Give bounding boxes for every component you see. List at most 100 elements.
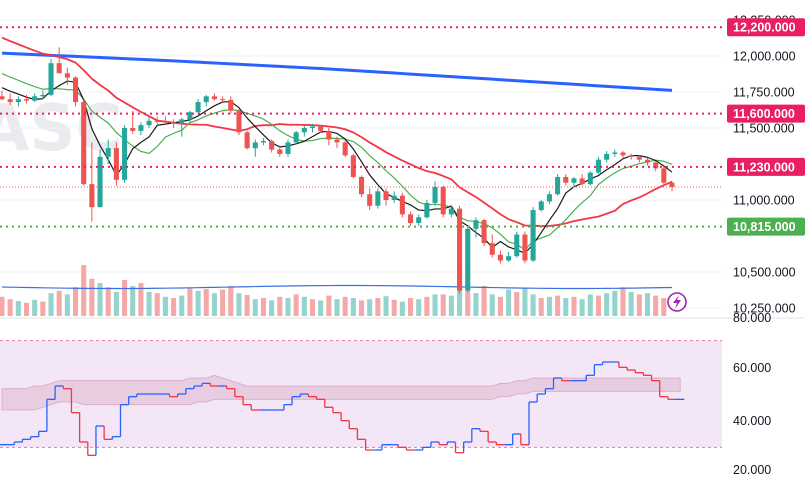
candle-body [15, 99, 21, 103]
candle-body [457, 208, 463, 291]
candle-body [7, 99, 13, 103]
candle-body [293, 132, 299, 143]
volume-bar [367, 299, 373, 316]
candle-body [522, 234, 528, 261]
candle-body [342, 142, 348, 156]
candle-body [424, 202, 430, 218]
price-level-badge [727, 157, 805, 176]
volume-bar [555, 295, 561, 316]
volume-bar [473, 293, 479, 316]
candle-body [391, 195, 397, 200]
volume-bar [465, 290, 471, 316]
candle-body [555, 176, 561, 195]
volume-bar [644, 293, 651, 316]
volume-bar [187, 288, 193, 316]
volume-bar [73, 287, 79, 316]
volume-bar [489, 294, 495, 316]
volume-bar [301, 296, 307, 316]
candle-body [669, 182, 675, 188]
volume-bar [203, 289, 209, 316]
volume-bar [269, 300, 275, 316]
volume-bar [628, 292, 634, 316]
rsi-axis[interactable]: 80.000 60.000 40.000 20.000 [733, 311, 771, 477]
price-tick-label: 11,500.000 [733, 122, 795, 136]
candle-body [56, 63, 62, 74]
volume-bar [260, 298, 266, 316]
candles-layer [0, 47, 722, 294]
candle-body [612, 152, 618, 154]
volume-bar [326, 295, 332, 316]
rsi-tick-label: 40.000 [733, 414, 771, 428]
price-level-badge [727, 217, 805, 236]
price-level-badge-label: 12,200.000 [733, 21, 796, 35]
volume-bar [285, 298, 291, 316]
candle-body [113, 148, 119, 180]
candle-body [546, 194, 552, 202]
candle-body [277, 149, 283, 154]
candle-body [326, 130, 332, 140]
price-pane: ASC [0, 19, 722, 316]
volume-bar [97, 283, 103, 316]
volume-bar [506, 289, 512, 316]
candle-body [122, 128, 128, 180]
candle-body [408, 214, 414, 224]
volume-bar [383, 296, 389, 316]
price-level-badge-label: 11,600.000 [733, 107, 795, 121]
candle-body [301, 128, 307, 133]
volume-bar [81, 265, 87, 316]
volume-bar [64, 294, 70, 316]
candle-body [465, 228, 471, 291]
volume-bar [653, 295, 659, 316]
volume-bar [358, 300, 365, 316]
volume-bar [612, 290, 618, 316]
volume-bar [579, 299, 585, 316]
volume-bar [309, 299, 316, 316]
volume-bar [514, 292, 520, 316]
volume-bar [113, 292, 119, 316]
volume-bar [56, 290, 62, 316]
volume-bar [7, 299, 13, 316]
price-level-badge [727, 18, 805, 37]
price-level-badge-label: 10,815.000 [733, 220, 796, 234]
price-tick-label: 11,750.000 [733, 86, 795, 100]
candle-body [628, 155, 634, 157]
volume-bar [350, 298, 356, 316]
candle-body [260, 140, 266, 143]
candle-body [587, 172, 593, 185]
volume-bar [220, 289, 226, 316]
candle-body [162, 121, 168, 123]
volume-bar [211, 293, 217, 316]
candle-body [416, 217, 422, 224]
price-levels-layer [0, 26, 722, 228]
volume-bar [661, 298, 667, 316]
lightning-icon[interactable] [667, 292, 687, 312]
candle-body [595, 159, 601, 173]
volume-bar [416, 299, 422, 316]
rsi-pane [0, 340, 722, 456]
candle-body [497, 254, 503, 261]
volume-bar [432, 294, 438, 316]
price-level-badge-label: 11,230.000 [733, 160, 795, 174]
candle-body [661, 168, 667, 183]
volume-bar [179, 295, 185, 316]
volume-bar [105, 287, 111, 316]
candle-body [350, 155, 356, 177]
candle-body [48, 63, 54, 95]
candle-body [220, 99, 226, 101]
rsi-tick-label: 20.000 [733, 463, 771, 476]
sma-long-line [1, 51, 673, 92]
candle-body [448, 208, 454, 215]
candle-body [89, 184, 95, 208]
candle-body [644, 159, 651, 163]
volume-bar [195, 290, 201, 316]
candle-body [171, 122, 177, 124]
volume-bar [154, 293, 160, 316]
volume-bar [595, 295, 601, 316]
price-axis[interactable]: 12,250.00012,000.00011,750.00011,500.000… [727, 14, 805, 316]
sma-short-line [1, 80, 673, 254]
volume-bar [236, 293, 242, 316]
candle-body [358, 176, 365, 195]
volume-bar [391, 299, 397, 316]
